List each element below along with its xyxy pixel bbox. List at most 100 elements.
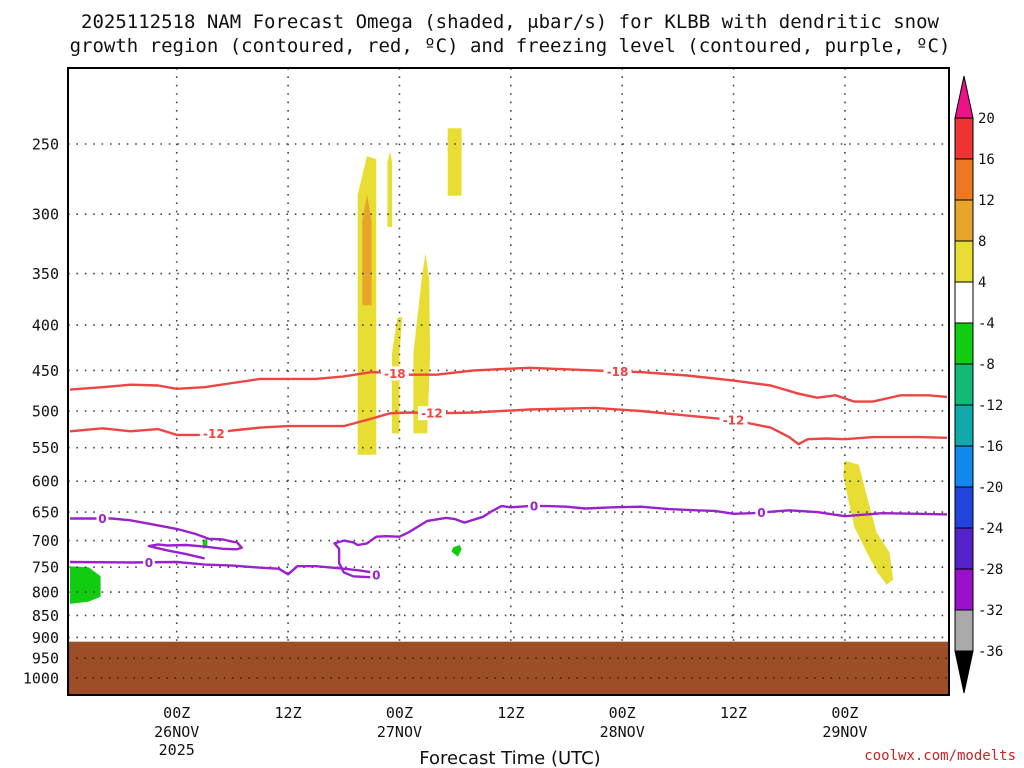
x-tick-label-5: 12Z [720,704,747,722]
plot-area: -18 -18 -12 -12 -12 0 0 0 0 0 [68,68,949,695]
x-tick-date-2: 27NOV [377,723,422,741]
chart-title-line-1: 2025112518 NAM Forecast Omega (shaded, μ… [81,11,939,33]
pressure-axis: 250 300 350 400 450 500 550 600 650 700 750 800 850 9… [23,136,59,688]
contour-label-freezing-level-lower-1: 0 [372,568,380,582]
x-tick-year-0: 2025 [159,741,195,759]
y-tick-label-800: 800 [32,584,59,602]
contour-label-bg-dgz-minus18-0 [380,366,409,381]
y-tick-label-450: 450 [32,362,59,380]
y-tick-label-600: 600 [32,473,59,491]
y-tick-label-900: 900 [32,629,59,647]
contour-label-dgz-minus18-0: -18 [384,367,406,381]
y-tick-label-400: 400 [32,317,59,335]
contour-label-freezing-level-upper-0: 0 [98,512,106,526]
x-axis-label: Forecast Time (UTC) [419,748,600,768]
contour-label-dgz-minus18-1: -18 [607,365,629,379]
y-tick-label-250: 250 [32,136,59,154]
x-tick-label-3: 12Z [497,704,524,722]
colorbar-bin-7 [954,404,974,447]
site-credit[interactable]: coolwx.com/modelts [864,748,1016,764]
contour-label-dgz-minus12-1: -12 [421,407,443,421]
x-tick-label-2: 00Z [386,704,413,722]
y-tick-label-550: 550 [32,439,59,457]
colorbar-level-label-10: -24 [978,521,1003,537]
colorbar-level-label-13: -36 [978,644,1003,660]
contour-label-bg-freezing-level-upper-0 [96,511,109,526]
colorbar-bin-1 [954,158,974,201]
contour-label-freezing-level-lower-3: 0 [757,506,765,520]
y-tick-label-850: 850 [32,607,59,625]
contour-label-bg-freezing-level-lower-2 [528,499,541,514]
y-tick-label-650: 650 [32,504,59,522]
ground-fill [68,641,949,695]
colorbar-bin-9 [954,486,974,529]
omega-colorbar: 20 16 12 8 4 -4 -8 -12 -16 -20 -24 -28 -32 -36 [954,75,1003,694]
x-tick-label-1: 12Z [275,704,302,722]
x-tick-label-0: 00Z [163,704,190,722]
colorbar-level-label-5: -4 [978,316,995,332]
colorbar-level-label-8: -16 [978,439,1003,455]
colorbar-bin-5 [954,322,974,365]
contour-label-bg-freezing-level-lower-3 [755,505,768,520]
contour-label-freezing-level-lower-2: 0 [530,500,538,514]
contour-label-dgz-minus12-2: -12 [723,414,745,428]
colorbar-level-label-12: -32 [978,603,1003,619]
x-tick-label-6: 00Z [831,704,858,722]
colorbar-level-label-11: -28 [978,562,1003,578]
y-tick-label-950: 950 [32,650,59,668]
contour-label-bg-dgz-minus12-1 [417,406,446,421]
colorbar-bin-2 [954,199,974,242]
ground-layer [68,641,949,695]
colorbar-bin-4 [954,281,974,324]
colorbar-level-label-0: 20 [978,111,995,127]
colorbar-top-arrow [954,75,974,119]
colorbar-bottom-arrow [954,650,974,694]
colorbar-bin-8 [954,445,974,488]
colorbar-bin-3 [954,240,974,283]
y-tick-label-500: 500 [32,403,59,421]
omega-region-rising-core-d [413,253,431,434]
x-tick-date-6: 29NOV [822,723,867,741]
x-tick-date-0: 26NOV [154,723,199,741]
contour-dgz-minus18 [69,366,948,403]
colorbar-bin-6 [954,363,974,406]
colorbar-bin-12 [954,609,974,652]
colorbar-level-label-4: 4 [978,275,986,291]
contour-label-freezing-level-lower-0: 0 [145,556,153,570]
plot-frame [67,67,950,696]
contour-label-dgz-minus12-0: -12 [203,427,225,441]
y-tick-label-700: 700 [32,532,59,550]
contour-freezing-level-lower [69,504,948,579]
y-tick-label-350: 350 [32,265,59,283]
contour-label-bg-freezing-level-lower-0 [142,555,155,570]
colorbar-bin-11 [954,568,974,611]
y-tick-label-750: 750 [32,559,59,577]
omega-region-sinking-core-a [70,566,101,604]
x-tick-label-4: 00Z [609,704,636,722]
omega-region-rising-core-a-peak [362,194,372,306]
omega-region-sinking-core-c [451,545,462,557]
chart-title-line-2: growth region (contoured, red, ºC) and f… [70,35,951,57]
colorbar-level-label-7: -12 [978,398,1003,414]
colorbar-level-label-3: 8 [978,234,986,250]
contour-label-bg-dgz-minus18-1 [603,364,632,379]
contour-label-bg-dgz-minus12-0 [199,426,228,441]
contour-label-bg-freezing-level-lower-1 [370,567,383,582]
contour-freezing-level-upper [70,517,243,560]
colorbar-level-label-6: -8 [978,357,995,373]
omega-region-rising-core-b [387,151,392,227]
omega-region-rising-core-f [843,460,894,585]
colorbar-bin-10 [954,527,974,570]
x-tick-date-4: 28NOV [600,723,645,741]
contour-label-bg-dgz-minus12-2 [719,413,748,428]
y-tick-label-1000: 1000 [23,670,59,688]
y-tick-label-300: 300 [32,206,59,224]
omega-region-rising-core-e [447,128,462,196]
colorbar-level-label-9: -20 [978,480,1003,496]
gridlines [68,68,949,695]
contour-layer: -18 -18 -12 -12 -12 0 0 0 0 0 [69,364,948,582]
colorbar-level-label-1: 16 [978,152,995,168]
colorbar-level-label-2: 12 [978,193,995,209]
